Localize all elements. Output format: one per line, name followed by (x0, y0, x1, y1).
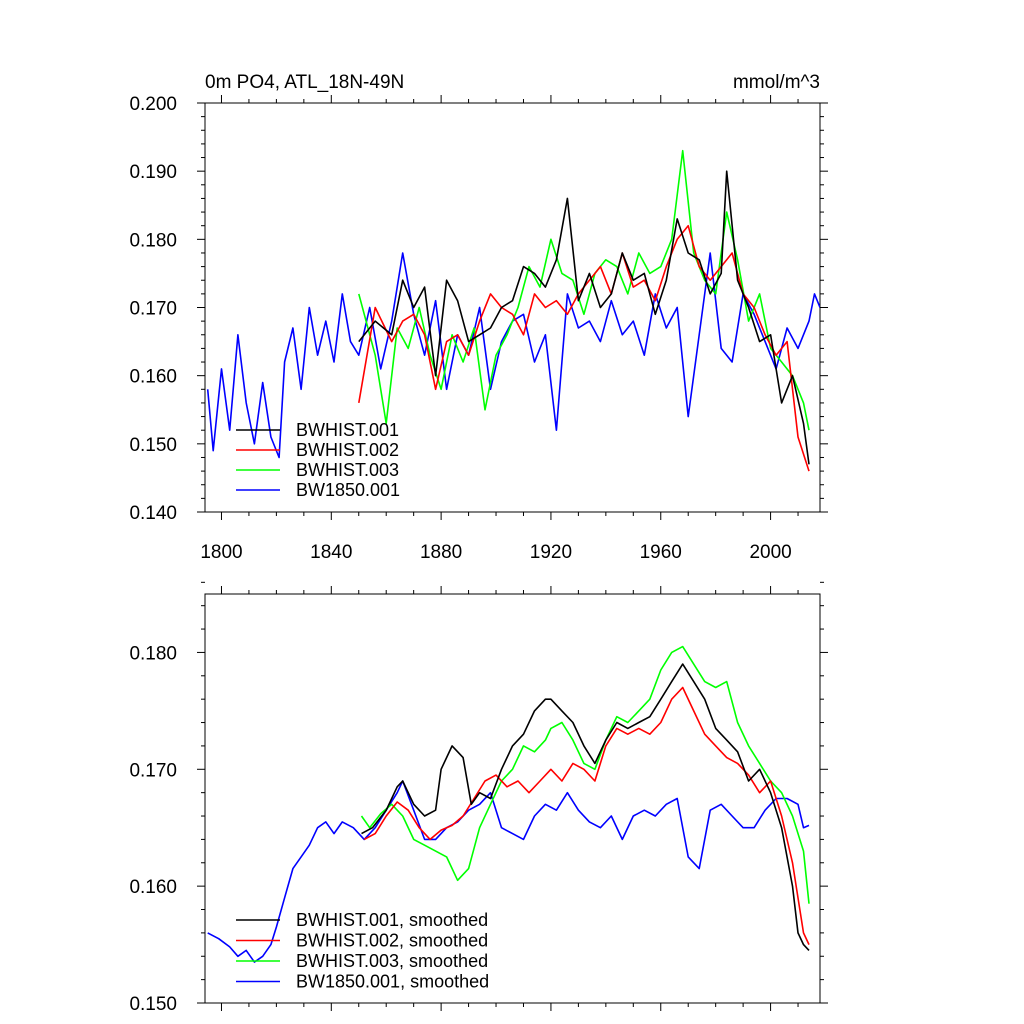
y-tick-label: 0.180 (129, 643, 177, 664)
legend-label: BWHIST.001 (296, 420, 399, 440)
legend-label: BW1850.001, smoothed (296, 972, 489, 992)
legend-label: BWHIST.003 (296, 460, 399, 480)
y-tick-label: 0.170 (129, 760, 177, 781)
plot-frame (204, 593, 821, 1004)
series-group (207, 645, 810, 963)
bottom-panel: 0.150 0.160 0.170 0.180 BWHIST.001, smoothed… (129, 581, 828, 1015)
y-tick-label: 0.160 (129, 877, 177, 898)
top-chart-title: 0m PO4, ATL_18N-49N (205, 72, 404, 93)
y-tick-label: 0.150 (129, 994, 177, 1015)
legend-label: BW1850.001 (296, 480, 400, 500)
series-line (361, 663, 810, 951)
y-tick-label: 0.180 (129, 230, 177, 251)
series-line (363, 686, 810, 945)
series-group (206, 149, 820, 472)
legend-label: BWHIST.002, smoothed (296, 931, 488, 951)
x-tick-label: 1960 (640, 542, 682, 563)
legend-label: BWHIST.002 (296, 440, 399, 460)
y-tick-label: 0.200 (129, 94, 177, 115)
series-line (358, 170, 810, 465)
x-tick-label: 2000 (749, 542, 791, 563)
x-tick-label: 1920 (530, 542, 572, 563)
y-tick-label: 0.150 (129, 435, 177, 456)
series-line (206, 252, 820, 459)
x-tick-label: 1880 (420, 542, 462, 563)
legend-label: BWHIST.003, smoothed (296, 951, 488, 971)
x-tick-label: 1840 (310, 542, 352, 563)
y-tick-label: 0.160 (129, 367, 177, 388)
top-chart-units: mmol/m^3 (733, 72, 820, 93)
legend-label: BWHIST.001, smoothed (296, 910, 488, 930)
series-line (360, 645, 810, 904)
x-tick-label: 1800 (200, 542, 242, 563)
y-tick-label: 0.140 (129, 503, 177, 524)
series-line (358, 149, 810, 431)
top-panel: 1800 1840 1880 1920 1960 2000 0.140 0.150 0.160 0… (129, 94, 828, 563)
series-line (207, 780, 810, 963)
y-tick-label: 0.170 (129, 299, 177, 320)
y-tick-label: 0.190 (129, 162, 177, 183)
